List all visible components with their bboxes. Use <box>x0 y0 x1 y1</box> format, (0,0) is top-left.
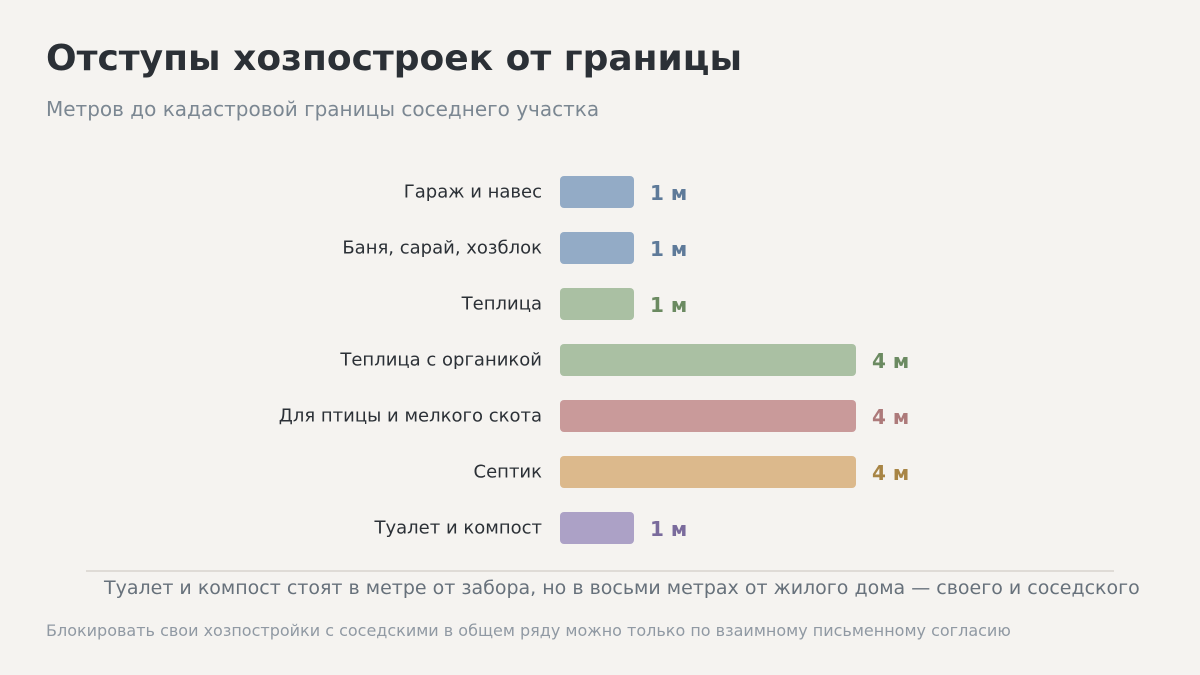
category-label: Теплица с органикой <box>339 350 542 371</box>
category-label: Баня, сарай, хозблок <box>342 238 542 259</box>
bar <box>560 232 634 264</box>
bar-row: Баня, сарай, хозблок 1 м <box>342 232 687 264</box>
chart-subtitle: Метров до кадастровой границы соседнего … <box>46 97 600 121</box>
category-label: Гараж и навес <box>404 182 542 203</box>
bar-row: Септик 4 м <box>474 456 909 488</box>
bar <box>560 344 856 376</box>
value-label: 1 м <box>650 293 687 317</box>
bar-row: Туалет и компост 1 м <box>373 512 687 544</box>
category-label: Септик <box>474 462 543 483</box>
value-label: 4 м <box>872 461 909 485</box>
bar <box>560 456 856 488</box>
bar <box>560 288 634 320</box>
divider <box>86 570 1114 572</box>
bar-row: Теплица 1 м <box>461 288 687 320</box>
value-label: 4 м <box>872 349 909 373</box>
chart-footer: Блокировать свои хозпостройки с соседски… <box>46 621 1011 640</box>
bar-row: Для птицы и мелкого скота 4 м <box>279 400 909 432</box>
category-label: Теплица <box>461 294 542 315</box>
bar <box>560 176 634 208</box>
chart-note: Туалет и компост стоят в метре от забора… <box>104 577 1140 599</box>
bar-row: Теплица с органикой 4 м <box>339 344 909 376</box>
value-label: 1 м <box>650 517 687 541</box>
category-label: Туалет и компост <box>373 518 542 539</box>
value-label: 1 м <box>650 237 687 261</box>
category-label: Для птицы и мелкого скота <box>279 406 542 427</box>
bar <box>560 400 856 432</box>
chart-title: Отступы хозпостроек от границы <box>46 38 743 79</box>
bar <box>560 512 634 544</box>
value-label: 4 м <box>872 405 909 429</box>
bar-row: Гараж и навес 1 м <box>404 176 687 208</box>
value-label: 1 м <box>650 181 687 205</box>
